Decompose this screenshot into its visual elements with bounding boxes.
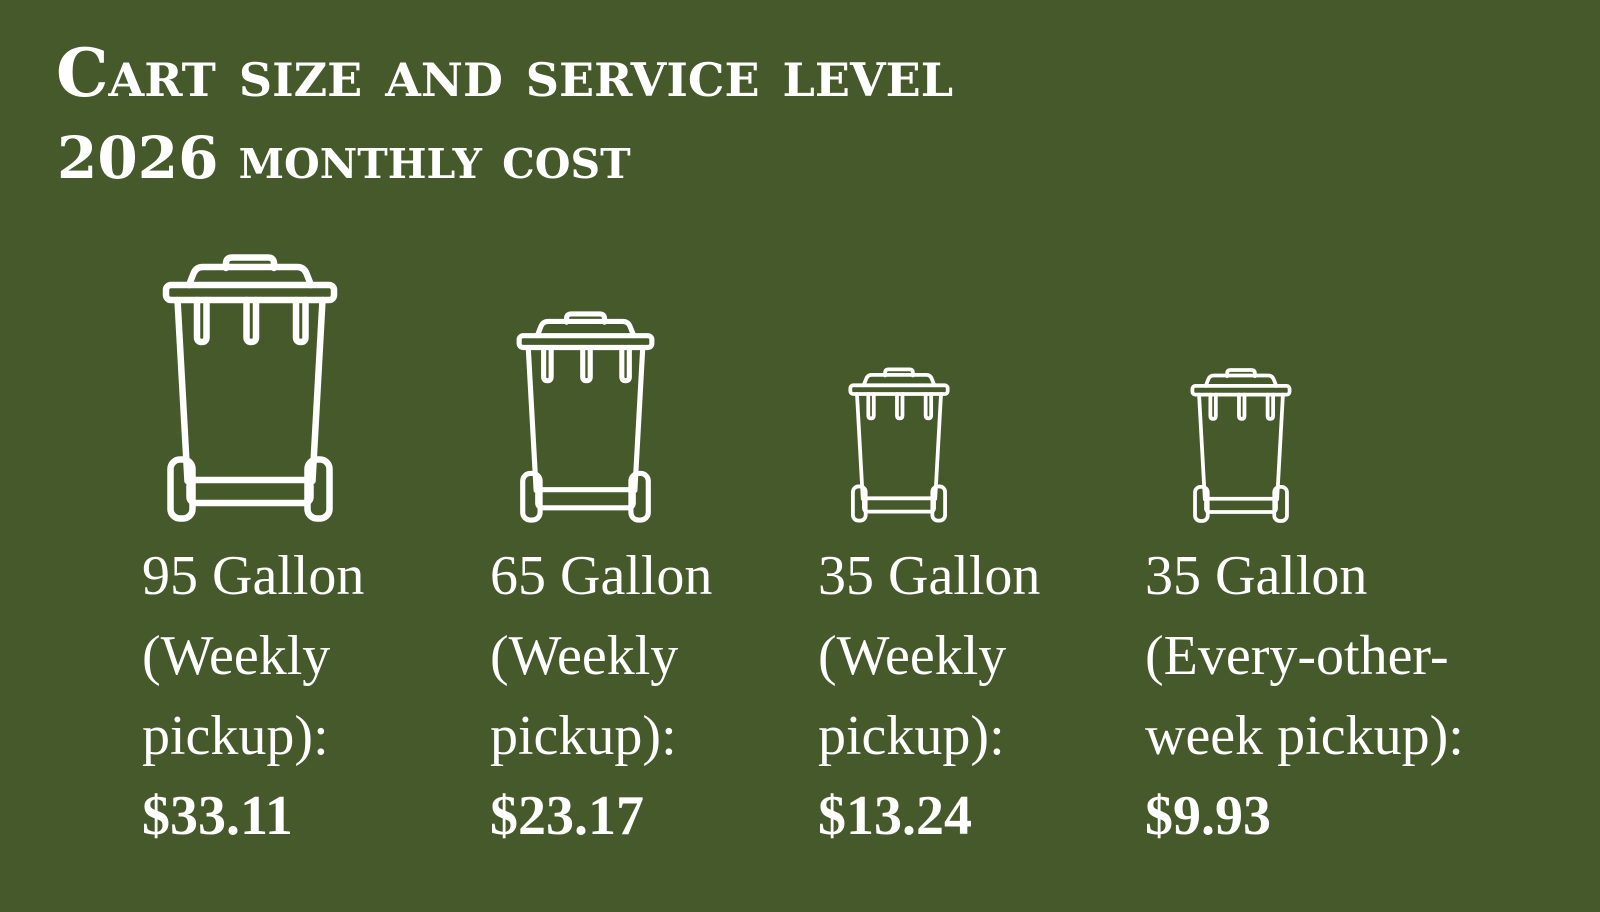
cart-size-text: 95 Gallon	[142, 545, 365, 607]
cart-price-text: $13.24	[818, 785, 972, 847]
cart-service-text: (Weekly	[490, 625, 679, 687]
cart-label-35-gallon-eow: 35 Gallon (Every-other- week pickup): $9…	[1145, 536, 1464, 856]
page-subtitle: 2026 monthly cost	[57, 124, 631, 192]
wheeled-trash-cart-icon-95-gallon	[162, 254, 338, 522]
cart-service-text: (Weekly	[142, 625, 331, 687]
cart-service-text: (Weekly	[818, 625, 1007, 687]
cart-label-65-gallon: 65 Gallon (Weekly pickup): $23.17	[490, 536, 712, 856]
wheeled-trash-cart-icon-65-gallon	[516, 311, 655, 523]
cart-label-35-gallon-weekly: 35 Gallon (Weekly pickup): $13.24	[818, 536, 1040, 856]
cart-service-text: pickup):	[818, 705, 1005, 767]
cart-price-text: $9.93	[1145, 785, 1271, 847]
cart-size-text: 35 Gallon	[1145, 545, 1368, 607]
cart-service-text: pickup):	[490, 705, 677, 767]
cart-price-text: $23.17	[490, 785, 644, 847]
cart-price-text: $33.11	[142, 785, 293, 847]
wheeled-trash-cart-icon-35-gallon-weekly	[848, 367, 950, 523]
cart-size-text: 35 Gallon	[818, 545, 1041, 607]
cart-service-text: week pickup):	[1145, 705, 1464, 767]
page-title: Cart size and service level	[56, 34, 954, 112]
wheeled-trash-cart-icon-35-gallon-eow	[1190, 368, 1292, 523]
cart-service-text: pickup):	[142, 705, 329, 767]
cart-size-text: 65 Gallon	[490, 545, 713, 607]
cart-service-text: (Every-other-	[1145, 625, 1449, 687]
cart-label-95-gallon: 95 Gallon (Weekly pickup): $33.11	[142, 536, 364, 856]
